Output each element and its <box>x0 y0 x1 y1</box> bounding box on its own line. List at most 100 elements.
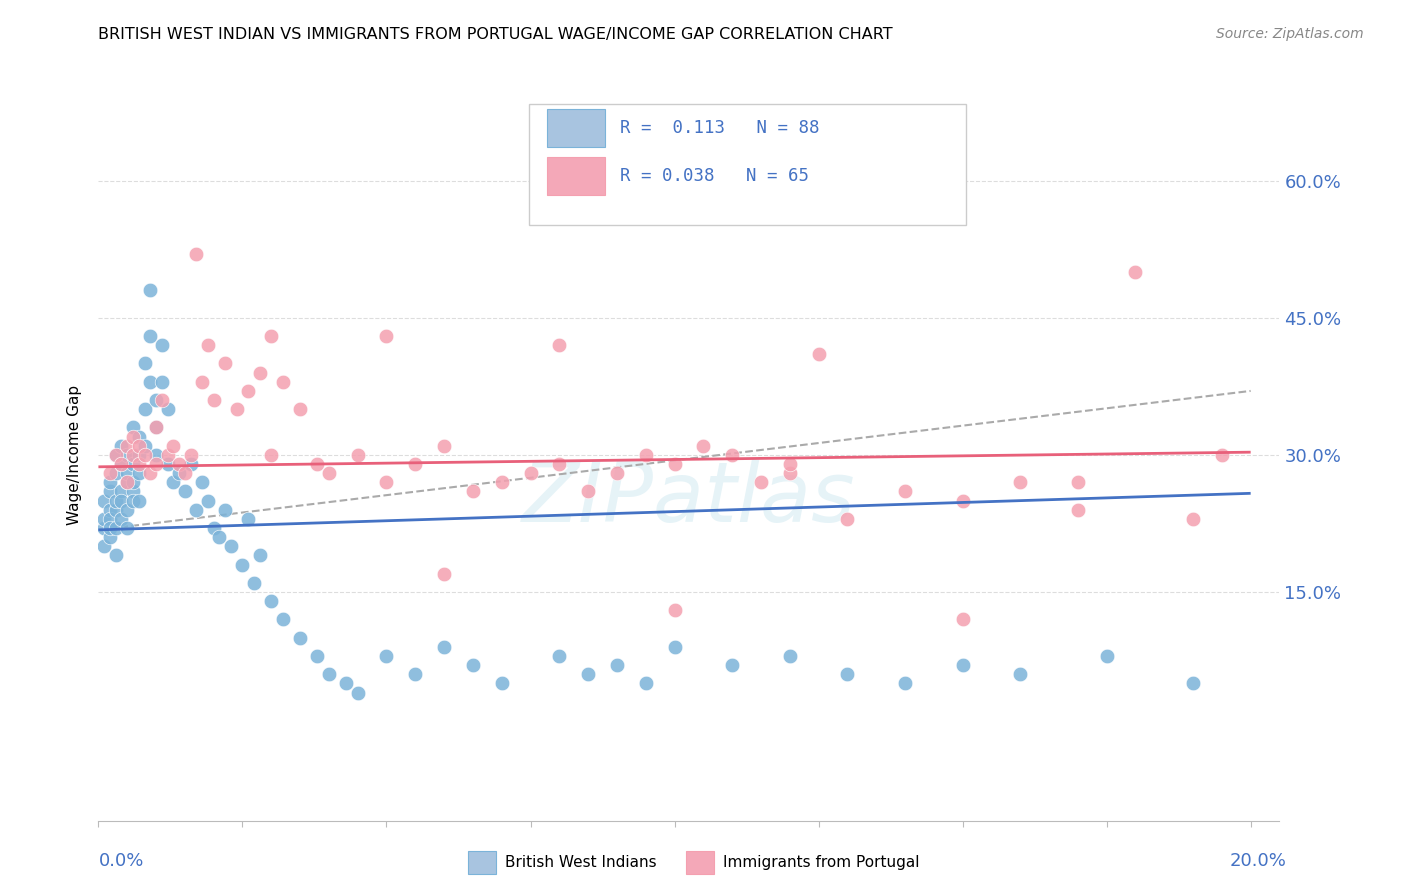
Point <box>115 475 138 490</box>
Point <box>894 484 917 499</box>
Point <box>128 448 150 462</box>
Point <box>260 594 283 608</box>
Point <box>173 484 195 499</box>
Point <box>128 457 150 471</box>
Point <box>115 503 138 517</box>
Y-axis label: Wage/Income Gap: Wage/Income Gap <box>67 384 83 525</box>
Point <box>104 448 127 462</box>
Point <box>548 457 571 471</box>
Point <box>202 392 225 407</box>
Point <box>104 503 127 517</box>
Point <box>115 466 138 480</box>
Point <box>134 356 156 371</box>
Text: R =  0.113   N = 88: R = 0.113 N = 88 <box>620 119 820 137</box>
Point <box>98 521 121 535</box>
Point <box>548 649 571 664</box>
Point <box>375 649 398 664</box>
Point <box>104 493 127 508</box>
Point <box>433 439 456 453</box>
Point <box>749 475 772 490</box>
Point <box>634 676 657 690</box>
Point <box>145 420 167 434</box>
Point <box>346 685 368 699</box>
Point <box>260 329 283 343</box>
Text: R = 0.038   N = 65: R = 0.038 N = 65 <box>620 167 810 186</box>
Point <box>664 457 686 471</box>
Point <box>335 676 357 690</box>
Point <box>122 475 145 490</box>
Point <box>197 493 219 508</box>
Point <box>576 484 599 499</box>
Point <box>231 558 253 572</box>
Point <box>128 466 150 480</box>
Point <box>122 448 145 462</box>
Point <box>93 539 115 553</box>
Point <box>162 475 184 490</box>
Point <box>180 448 202 462</box>
Point <box>93 493 115 508</box>
Point <box>271 375 294 389</box>
Point <box>115 439 138 453</box>
Point <box>208 530 231 544</box>
Point <box>779 457 801 471</box>
Point <box>1010 667 1032 681</box>
Point <box>779 466 801 480</box>
Point <box>98 512 121 526</box>
Point <box>634 448 657 462</box>
Point <box>491 676 513 690</box>
Point <box>491 475 513 490</box>
Point <box>104 466 127 480</box>
Point <box>202 521 225 535</box>
Point <box>128 430 150 444</box>
Point <box>576 667 599 681</box>
Point <box>110 493 132 508</box>
Point <box>186 503 208 517</box>
Point <box>115 475 138 490</box>
Point <box>721 448 744 462</box>
Point <box>1182 512 1205 526</box>
Point <box>98 466 121 480</box>
Point <box>271 613 294 627</box>
Point <box>110 457 132 471</box>
Point <box>104 549 127 563</box>
Point <box>180 457 202 471</box>
Text: 0.0%: 0.0% <box>98 852 143 870</box>
Point <box>952 613 974 627</box>
Point <box>145 420 167 434</box>
Point <box>186 246 208 260</box>
Point <box>139 329 162 343</box>
FancyBboxPatch shape <box>547 109 605 147</box>
Point <box>461 658 484 673</box>
Point <box>197 338 219 352</box>
Point <box>1067 503 1090 517</box>
Point <box>779 649 801 664</box>
Point <box>191 475 214 490</box>
Point <box>122 484 145 499</box>
Point <box>122 430 145 444</box>
Point <box>664 640 686 654</box>
Point <box>249 366 271 380</box>
Point <box>214 356 236 371</box>
Text: British West Indians: British West Indians <box>505 855 657 870</box>
Text: ZIPatlas: ZIPatlas <box>522 458 856 540</box>
Point <box>98 530 121 544</box>
Point <box>219 539 242 553</box>
Point <box>139 466 162 480</box>
Point <box>104 448 127 462</box>
Point <box>606 466 628 480</box>
Point <box>150 375 173 389</box>
Point <box>1125 265 1147 279</box>
Point <box>110 512 132 526</box>
Point <box>128 439 150 453</box>
Point <box>139 284 162 298</box>
Point <box>375 475 398 490</box>
Point <box>122 420 145 434</box>
Point <box>110 439 132 453</box>
Point <box>115 521 138 535</box>
Point <box>191 375 214 389</box>
Point <box>145 448 167 462</box>
Point <box>288 631 311 645</box>
Point <box>249 549 271 563</box>
Point <box>167 457 190 471</box>
Point <box>238 512 260 526</box>
